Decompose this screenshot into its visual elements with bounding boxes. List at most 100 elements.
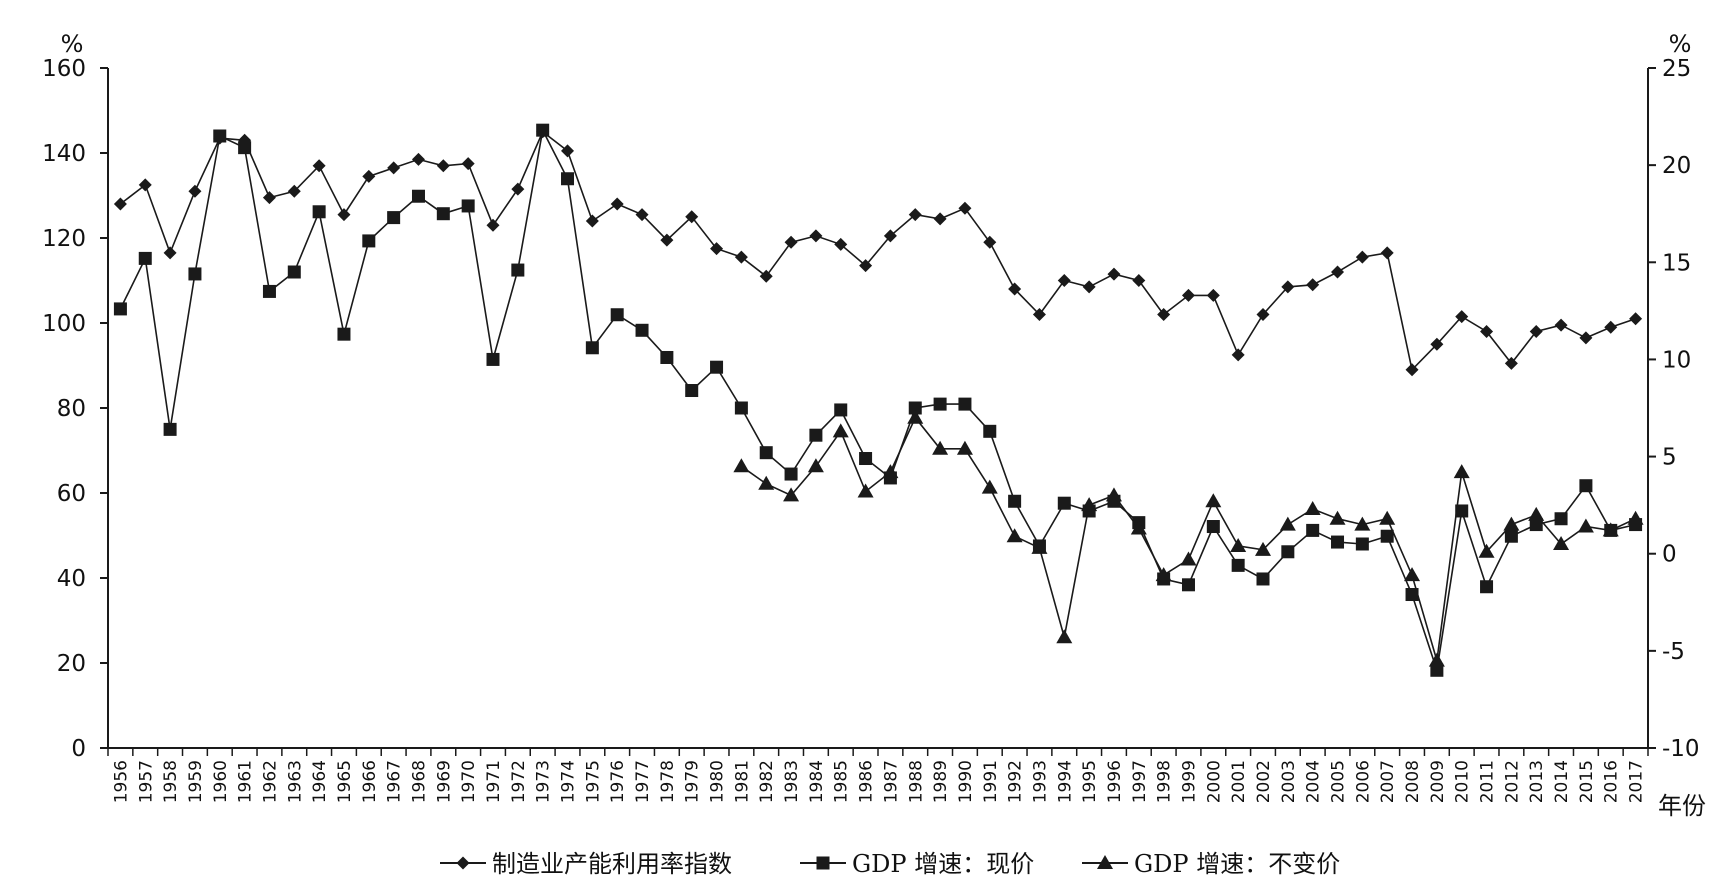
x-tick-label: 1977: [633, 760, 653, 803]
data-point-diamond: [1057, 274, 1071, 287]
data-point-diamond: [1206, 288, 1220, 302]
data-point-diamond: [958, 201, 972, 215]
data-point-diamond: [710, 242, 724, 256]
legend-label: GDP 增速：不变价: [1134, 850, 1340, 878]
data-point-diamond: [262, 191, 276, 205]
x-tick-label: 1990: [956, 760, 976, 803]
data-point-square: [238, 141, 252, 155]
x-tick-label: 1972: [509, 760, 529, 803]
y-right-tick-label: 15: [1662, 250, 1691, 276]
data-point-diamond: [933, 212, 947, 226]
data-point-square: [287, 265, 301, 279]
data-point-square: [933, 397, 947, 411]
legend-marker-diamond: [456, 856, 470, 870]
data-point-triangle: [807, 458, 824, 473]
data-point-diamond: [188, 184, 202, 198]
data-point-square: [635, 323, 649, 337]
x-tick-label: 1959: [186, 760, 206, 803]
x-tick-label: 2015: [1577, 760, 1597, 803]
data-point-square: [1455, 504, 1469, 518]
y-left-tick-label: 120: [42, 226, 86, 252]
x-tick-label: 1986: [857, 760, 877, 803]
data-point-triangle: [1627, 510, 1644, 525]
data-point-diamond: [362, 169, 376, 183]
data-point-square: [1554, 512, 1568, 526]
data-point-diamond: [784, 235, 798, 249]
x-tick-label: 1985: [832, 760, 852, 803]
data-point-diamond: [486, 218, 500, 232]
data-point-triangle: [1428, 652, 1445, 667]
x-tick-label: 1961: [236, 760, 256, 803]
legend-marker-triangle: [1097, 855, 1113, 869]
x-tick-label: 1975: [583, 760, 603, 803]
y-right-unit: %: [1669, 30, 1692, 58]
legend: 制造业产能利用率指数 GDP 增速：现价 GDP 增速：不变价: [440, 850, 1340, 878]
data-point-square: [710, 360, 724, 374]
data-point-square: [958, 397, 972, 411]
data-point-diamond: [1181, 288, 1195, 302]
data-point-diamond: [1629, 312, 1643, 326]
data-point-diamond: [809, 229, 823, 243]
data-point-square: [834, 403, 848, 417]
data-point-triangle: [1478, 543, 1495, 558]
data-point-triangle: [1130, 520, 1147, 535]
x-tick-label: 1976: [608, 760, 628, 803]
data-point-diamond: [1306, 278, 1320, 292]
data-point-diamond: [387, 161, 401, 175]
data-point-square: [1281, 545, 1295, 559]
data-point-square: [1206, 520, 1220, 534]
data-point-diamond: [337, 208, 351, 222]
y-right-tick-label: 5: [1662, 445, 1677, 471]
x-tick-label: 1984: [807, 760, 827, 803]
data-point-triangle: [1304, 501, 1321, 516]
x-tick-label: 2003: [1279, 760, 1299, 803]
axes: 0 20 40 60 80 100 120 140 160 -10 -5 0 5 10 15 20 25% % 19…: [42, 30, 1706, 820]
y-right-tick-label: 0: [1662, 542, 1677, 568]
data-point-diamond: [436, 159, 450, 173]
data-point-square: [138, 251, 152, 265]
data-point-square: [983, 424, 997, 438]
x-tick-label: 2006: [1353, 760, 1373, 803]
x-tick-label: 1996: [1105, 760, 1125, 803]
x-tick-label: 2012: [1502, 760, 1522, 803]
x-tick-label: 1960: [211, 760, 231, 803]
data-point-square: [561, 172, 575, 186]
data-point-square: [1504, 529, 1518, 543]
data-point-square: [1355, 537, 1369, 551]
data-point-triangle: [1031, 539, 1048, 554]
x-tick-label: 2005: [1329, 760, 1349, 803]
data-point-square: [734, 401, 748, 415]
data-point-diamond: [1107, 267, 1121, 281]
y-right-tick-label: -5: [1662, 639, 1685, 665]
data-point-diamond: [759, 269, 773, 283]
data-point-triangle: [882, 464, 899, 479]
data-point-square: [585, 341, 599, 355]
y-left-tick-label: 20: [57, 651, 86, 677]
data-point-triangle: [1081, 497, 1098, 512]
data-point-triangle: [857, 483, 874, 498]
data-point-square: [1331, 535, 1345, 549]
x-axis-label: 年份: [1658, 792, 1706, 820]
data-point-diamond: [312, 159, 326, 173]
data-point-triangle: [832, 423, 849, 438]
data-point-square: [337, 327, 351, 341]
data-point-diamond: [461, 157, 475, 171]
data-point-diamond: [113, 197, 127, 211]
x-tick-label: 1995: [1080, 760, 1100, 803]
x-tick-label: 2004: [1304, 760, 1324, 803]
data-point-diamond: [1281, 280, 1295, 294]
data-point-square: [1480, 580, 1494, 594]
x-tick-label: 1993: [1030, 760, 1050, 803]
y-left-unit: %: [61, 30, 84, 58]
data-point-square: [312, 205, 326, 219]
x-tick-label: 1958: [161, 760, 181, 803]
data-point-triangle: [907, 409, 924, 424]
data-point-diamond: [610, 197, 624, 211]
data-point-square: [660, 350, 674, 364]
x-tick-label: 2001: [1229, 760, 1249, 803]
data-point-square: [809, 428, 823, 442]
y-left-tick-label: 100: [42, 311, 86, 337]
data-point-triangle: [1180, 551, 1197, 566]
data-point-triangle: [1255, 541, 1271, 556]
